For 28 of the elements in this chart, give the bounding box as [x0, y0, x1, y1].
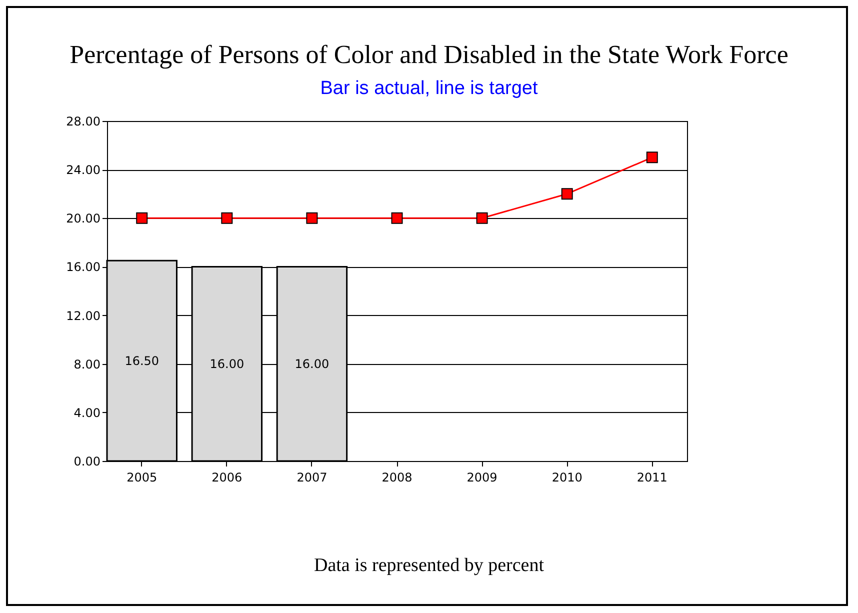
x-tick-label: 2008: [382, 470, 412, 484]
point: [136, 212, 148, 224]
chart-subtitle: Bar is actual, line is target: [319, 78, 539, 100]
y-tick-label: 20.00: [66, 212, 100, 226]
x-tick-label: 2010: [552, 470, 582, 484]
point: [646, 152, 658, 164]
point: [306, 212, 318, 224]
x-tick-label: 2007: [296, 470, 328, 484]
point: [561, 188, 573, 200]
data-label: 16.00: [294, 356, 330, 371]
text: Data is represented by percent: [312, 555, 545, 577]
data-label: 16.50: [124, 354, 160, 368]
x-tick-label: 2011: [636, 470, 668, 484]
data-label: 16.00: [210, 356, 244, 371]
x-tick-label: 2005: [126, 470, 158, 484]
y-tick-label: 4.00: [74, 406, 100, 420]
point: [476, 212, 488, 224]
x-tick-label: 2006: [212, 470, 242, 484]
y-tick-label: 28.00: [66, 114, 100, 128]
y-tick-label: 8.00: [74, 357, 100, 372]
y-tick-label: 24.00: [66, 163, 100, 178]
y-tick-label: 16.00: [66, 260, 100, 274]
y-tick-label: 12.00: [66, 308, 100, 323]
point: [391, 212, 403, 224]
y-tick-label: 0.00: [74, 454, 100, 468]
point: [221, 212, 233, 224]
x-tick-label: 2009: [466, 470, 498, 484]
chart-title: Percentage of Persons of Color and Disabled in the State Work Force: [68, 40, 790, 70]
